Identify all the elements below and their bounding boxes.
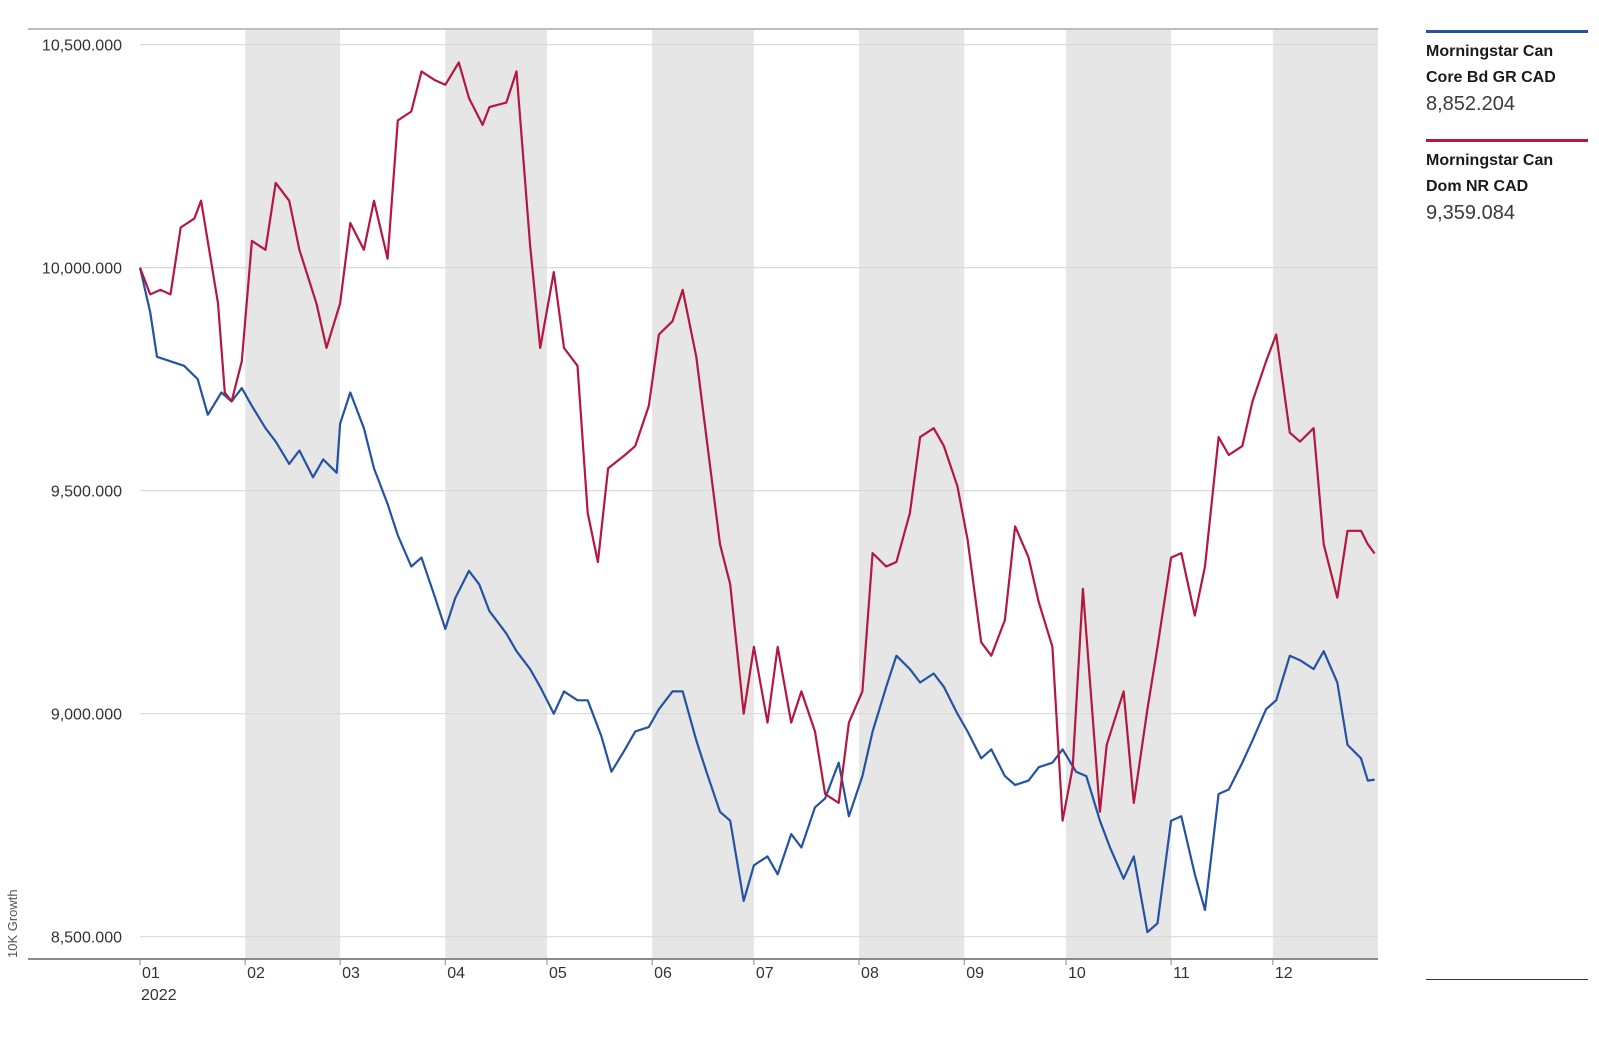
month-band-12 (1272, 29, 1378, 959)
x-tick-label: 02 (247, 965, 265, 982)
month-band-10 (1065, 29, 1172, 959)
y-axis-ticks: 10,500.000 10,000.000 9,500.000 9,000.000 8,… (42, 38, 122, 947)
x-tick-label: 10 (1068, 965, 1086, 982)
x-axis-year-label: 2022 (141, 987, 177, 1004)
y-tick-label: 10,500.000 (42, 38, 122, 55)
y-axis-title: 10K Growth (5, 889, 20, 958)
x-tick-label: 09 (966, 965, 984, 982)
legend: Morningstar Can Core Bd GR CAD 8,852.204… (1426, 30, 1588, 248)
x-tick-label: 06 (654, 965, 672, 982)
legend-bottom-rule (1426, 979, 1588, 980)
gridlines (28, 28, 1378, 960)
x-tick-label: 04 (447, 965, 465, 982)
legend-series-name-line2: Dom NR CAD (1426, 178, 1529, 195)
legend-item-core-bond: Morningstar Can Core Bd GR CAD 8,852.204 (1426, 30, 1588, 117)
y-tick-label: 8,500.000 (51, 930, 122, 947)
x-tick-label: 07 (756, 965, 774, 982)
x-axis-ticks: 01 02 03 04 05 06 07 08 09 10 11 12 2022 (139, 959, 1293, 1004)
series-line-1 (138, 61, 1376, 822)
y-tick-label: 10,000.000 (42, 261, 122, 278)
month-band-04 (445, 29, 548, 959)
legend-series-value: 9,359.084 (1426, 202, 1515, 224)
legend-series-value: 8,852.204 (1426, 93, 1515, 115)
month-band-06 (652, 29, 754, 959)
x-tick-label: 11 (1173, 965, 1190, 982)
legend-series-name-line1: Morningstar Can (1426, 152, 1554, 169)
x-tick-label: 12 (1275, 965, 1293, 982)
legend-item-domestic-equity: Morningstar Can Dom NR CAD 9,359.084 (1426, 139, 1588, 226)
x-tick-label: 08 (861, 965, 879, 982)
legend-series-name-line2: Core Bd GR CAD (1426, 69, 1556, 86)
x-tick-label: 03 (342, 965, 360, 982)
y-tick-label: 9,000.000 (51, 707, 122, 724)
x-tick-label: 01 (142, 965, 160, 982)
legend-series-name-line1: Morningstar Can (1426, 43, 1554, 60)
series-lines (138, 61, 1376, 934)
series-line-0 (138, 267, 1375, 934)
y-tick-label: 9,500.000 (51, 484, 122, 501)
shaded-month-bands (245, 29, 1378, 959)
month-band-02 (245, 29, 341, 959)
x-tick-label: 05 (549, 965, 567, 982)
